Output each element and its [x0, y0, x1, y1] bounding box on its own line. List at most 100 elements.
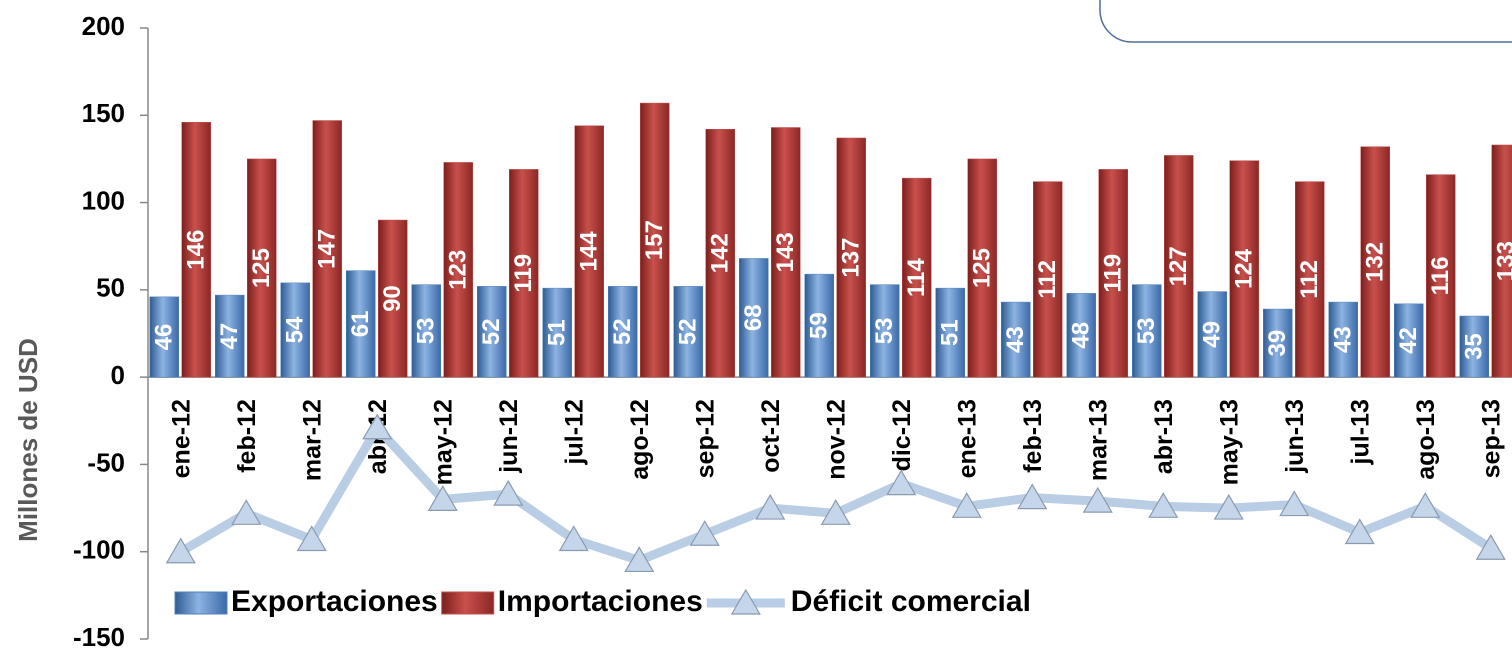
- data-label: 52: [478, 318, 505, 345]
- data-label: 142: [707, 233, 734, 273]
- data-label: 68: [740, 304, 767, 331]
- callout-box: [1099, 0, 1512, 43]
- bar: [1295, 181, 1325, 378]
- marker: [951, 492, 982, 518]
- marker: [755, 493, 786, 520]
- bar: [1328, 301, 1358, 378]
- marker: [231, 499, 262, 525]
- data-label: 157: [641, 220, 668, 260]
- bar: [346, 270, 376, 378]
- bar: [1098, 169, 1128, 378]
- data-label: 46: [151, 324, 178, 351]
- y-tick-label: -100: [73, 535, 125, 565]
- data-label: 114: [903, 258, 930, 297]
- y-axis-title: Millones de USD: [13, 338, 43, 542]
- bar: [640, 102, 670, 378]
- bar: [673, 286, 703, 378]
- data-label: 124: [1231, 248, 1258, 289]
- x-tick-label: dic-12: [888, 399, 916, 471]
- legend-label: Exportaciones: [231, 585, 438, 618]
- bar: [739, 258, 769, 378]
- x-tick-label: mar-13: [1084, 399, 1112, 481]
- bar: [1426, 174, 1456, 378]
- data-label: 53: [413, 318, 440, 345]
- bar: [181, 122, 211, 378]
- bar: [1132, 284, 1162, 378]
- bar: [1360, 146, 1390, 378]
- bar: [935, 287, 965, 378]
- bar: [247, 158, 277, 378]
- bar: [1459, 315, 1489, 378]
- bar: [1229, 160, 1259, 378]
- bar: [411, 284, 441, 378]
- bar: [477, 286, 507, 378]
- x-tick-label: may-13: [1215, 399, 1243, 485]
- legend-label: Déficit comercial: [791, 585, 1031, 618]
- bar: [1033, 181, 1063, 378]
- marker: [1213, 493, 1244, 520]
- bar: [902, 177, 932, 378]
- x-tick-label: feb-13: [1019, 399, 1047, 473]
- x-tick-label: ene-12: [167, 399, 195, 478]
- data-label: 59: [806, 312, 833, 339]
- x-tick-label: feb-12: [233, 399, 261, 473]
- x-tick-label: jun-12: [495, 399, 523, 474]
- marker: [886, 469, 917, 496]
- bar: [542, 287, 572, 378]
- data-label: 52: [675, 318, 702, 345]
- data-label: 51: [937, 319, 964, 346]
- bar: [443, 162, 473, 378]
- data-label: 147: [314, 229, 341, 269]
- data-label: 48: [1068, 322, 1095, 349]
- y-tick-label: 0: [111, 360, 125, 390]
- data-label: 49: [1199, 321, 1226, 348]
- y-tick-label: 50: [96, 273, 125, 303]
- marker: [1017, 483, 1048, 510]
- data-label: 146: [183, 230, 210, 270]
- legend-marker: [730, 588, 761, 615]
- marker: [558, 525, 589, 552]
- data-label: 51: [544, 319, 571, 346]
- data-label: 125: [969, 248, 996, 288]
- marker: [689, 520, 720, 546]
- marker: [624, 546, 655, 573]
- x-tick-label: sep-13: [1477, 399, 1505, 478]
- x-tick-label: ago-12: [626, 399, 654, 480]
- data-label: 47: [216, 323, 243, 350]
- marker: [1475, 534, 1506, 560]
- marker: [1410, 492, 1441, 518]
- x-tick-label: oct-12: [757, 399, 785, 473]
- legend-swatch: [174, 591, 228, 615]
- marker: [1148, 492, 1179, 518]
- bar: [836, 137, 866, 378]
- y-tick-label: 100: [82, 185, 125, 215]
- bar: [215, 294, 245, 378]
- bar: [312, 120, 342, 378]
- data-label: 39: [1264, 330, 1291, 357]
- x-tick-label: abr-13: [1150, 399, 1178, 474]
- marker: [493, 479, 524, 506]
- bar: [804, 273, 834, 378]
- bar: [1164, 155, 1194, 378]
- x-tick-label: ago-13: [1412, 399, 1440, 480]
- data-label: 125: [248, 248, 275, 288]
- y-tick-label: -150: [73, 622, 125, 651]
- marker: [296, 525, 327, 552]
- data-label: 133: [1493, 241, 1512, 281]
- bar: [1197, 291, 1227, 378]
- data-label: 143: [772, 232, 799, 272]
- data-label: 137: [838, 238, 865, 278]
- data-label: 35: [1461, 333, 1488, 360]
- bar: [378, 219, 408, 378]
- marker: [1344, 518, 1375, 545]
- data-label: 61: [347, 311, 374, 338]
- marker: [362, 413, 393, 440]
- marker: [1082, 486, 1113, 513]
- bar: [1001, 301, 1031, 378]
- x-tick-label: jul-13: [1346, 399, 1374, 465]
- y-tick-label: -50: [87, 447, 125, 477]
- data-label: 116: [1427, 257, 1454, 296]
- bar: [1066, 293, 1096, 378]
- x-tick-label: jul-12: [560, 399, 588, 465]
